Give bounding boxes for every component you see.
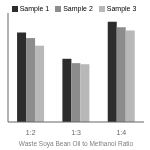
html-text:Sample 1: Sample 1 <box>19 5 50 12</box>
html-text:Sample 3: Sample 3 <box>106 5 137 12</box>
html-text:Sample 2: Sample 2 <box>63 5 93 12</box>
svg-text:Waste Soya Bean Oil to Methano: Waste Soya Bean Oil to Methanol Ratio <box>19 140 134 148</box>
svg-text:1:4: 1:4 <box>116 129 126 136</box>
svg-text:1:3: 1:3 <box>71 129 81 136</box>
svg-text:1:2: 1:2 <box>26 129 36 136</box>
